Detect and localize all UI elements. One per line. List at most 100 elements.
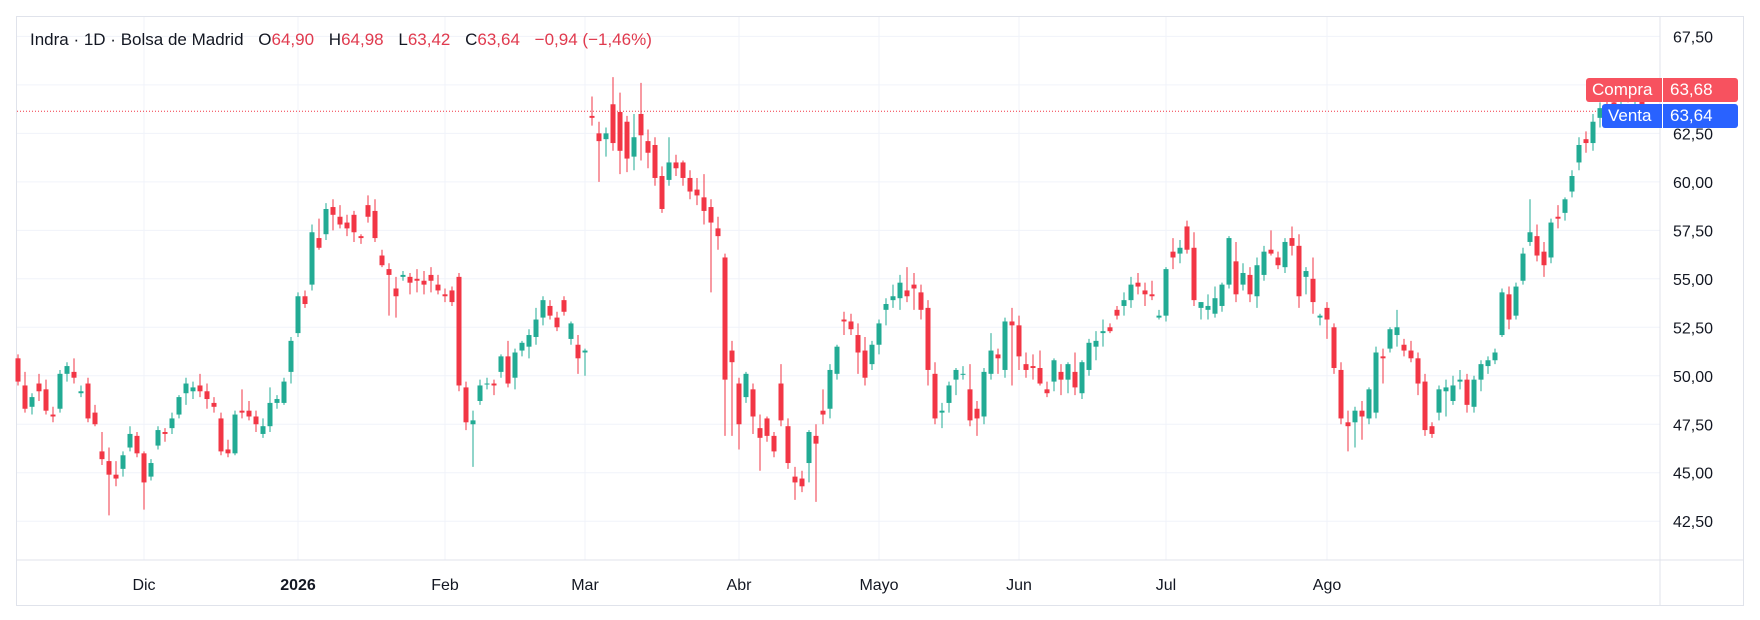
candle-body bbox=[722, 257, 728, 380]
candle-body bbox=[1373, 352, 1379, 413]
candle-body bbox=[274, 399, 280, 403]
candle-body bbox=[393, 288, 399, 297]
candle-body bbox=[484, 383, 490, 385]
grid bbox=[16, 16, 1744, 606]
candle-body bbox=[225, 449, 231, 454]
candle-body bbox=[512, 352, 518, 378]
candle-body bbox=[470, 420, 476, 425]
candle-body bbox=[253, 416, 259, 425]
candle-body bbox=[78, 391, 84, 394]
candle-body bbox=[666, 162, 672, 180]
candle-body bbox=[827, 369, 833, 409]
candle-body bbox=[687, 177, 693, 192]
candle-body bbox=[757, 428, 763, 438]
open-value: 64,90 bbox=[271, 30, 315, 49]
candle-body bbox=[890, 296, 896, 301]
candle-body bbox=[498, 356, 504, 372]
candle-body bbox=[792, 476, 798, 483]
candle-body bbox=[638, 113, 644, 136]
candle-body bbox=[561, 300, 567, 312]
candle-body bbox=[1093, 340, 1099, 347]
candle-body bbox=[50, 414, 56, 417]
low-value: 63,42 bbox=[407, 30, 451, 49]
candle-body bbox=[1156, 315, 1162, 318]
candle-body bbox=[1002, 321, 1008, 370]
candle-body bbox=[386, 269, 392, 275]
venta-value: 63,64 bbox=[1662, 104, 1738, 128]
candle-body bbox=[358, 236, 364, 239]
candle-body bbox=[1394, 327, 1400, 336]
candle-body bbox=[1380, 356, 1386, 359]
x-tick-label: Jul bbox=[1156, 577, 1176, 594]
candle-body bbox=[645, 141, 651, 153]
candle-body bbox=[1401, 344, 1407, 351]
candle-body bbox=[141, 453, 147, 483]
candle-body bbox=[834, 346, 840, 374]
candle-body bbox=[1541, 251, 1547, 266]
candle-body bbox=[869, 344, 875, 365]
y-tick-label: 62,50 bbox=[1673, 126, 1713, 143]
candle-body bbox=[1450, 385, 1456, 401]
candle-body bbox=[204, 391, 210, 400]
y-tick-label: 45,00 bbox=[1673, 466, 1713, 483]
candle-body bbox=[309, 232, 315, 285]
candle-body bbox=[36, 383, 42, 392]
candle-body bbox=[435, 284, 441, 291]
candle-body bbox=[1079, 362, 1085, 394]
candle-body bbox=[631, 137, 637, 157]
candle-body bbox=[820, 410, 826, 415]
change-value: −0,94 (−1,46%) bbox=[534, 30, 652, 49]
candle-body bbox=[1023, 364, 1029, 370]
candle-body bbox=[1128, 284, 1134, 301]
candle-body bbox=[323, 208, 329, 235]
y-tick-label: 57,50 bbox=[1673, 223, 1713, 240]
candle-body bbox=[1296, 245, 1302, 297]
candle-body bbox=[1408, 350, 1414, 359]
candle-body bbox=[1415, 358, 1421, 384]
candle-body bbox=[1205, 305, 1211, 310]
candle-body bbox=[855, 335, 861, 353]
candle-body bbox=[1583, 139, 1589, 144]
candle-body bbox=[148, 463, 154, 477]
y-tick-label: 50,00 bbox=[1673, 369, 1713, 386]
candle-body bbox=[1058, 371, 1064, 380]
candle-body bbox=[1072, 371, 1078, 388]
candle-body bbox=[1513, 286, 1519, 316]
candle-body bbox=[1317, 315, 1323, 318]
candle-body bbox=[1345, 422, 1351, 427]
candle-body bbox=[1436, 389, 1442, 413]
candle-body bbox=[344, 222, 350, 229]
candle-body bbox=[1212, 298, 1218, 314]
x-axis: Dic 2026 Feb Mar Abr Mayo Jun Jul Ago bbox=[132, 577, 1341, 594]
candle-body bbox=[169, 418, 175, 429]
candle-body bbox=[785, 426, 791, 464]
candle-body bbox=[1051, 360, 1057, 382]
candle-body bbox=[1485, 360, 1491, 367]
chart-frame bbox=[16, 16, 1744, 606]
candle-body bbox=[1261, 251, 1267, 275]
candle-body bbox=[932, 373, 938, 419]
candle-body bbox=[1534, 236, 1540, 256]
candle-body bbox=[1464, 379, 1470, 405]
close-label: C bbox=[465, 30, 478, 49]
symbol-title: Indra · 1D · Bolsa de Madrid bbox=[30, 30, 244, 49]
candle-body bbox=[897, 282, 903, 299]
candle-body bbox=[456, 276, 462, 386]
candle-body bbox=[1331, 327, 1337, 369]
candle-body bbox=[1149, 294, 1155, 297]
open-label: O bbox=[258, 30, 272, 49]
candle-body bbox=[106, 461, 112, 475]
candle-body bbox=[267, 402, 273, 427]
compra-value: 63,68 bbox=[1662, 78, 1738, 102]
candle-body bbox=[295, 296, 301, 334]
y-tick-label: 60,00 bbox=[1673, 175, 1713, 192]
candle-body bbox=[1443, 387, 1449, 392]
candle-body bbox=[519, 342, 525, 351]
candle-body bbox=[1492, 352, 1498, 361]
candle-body bbox=[1163, 269, 1169, 316]
candle-body bbox=[904, 290, 910, 297]
candle-body bbox=[505, 356, 511, 384]
x-tick-label: Abr bbox=[727, 577, 753, 594]
candle-body bbox=[1478, 364, 1484, 380]
